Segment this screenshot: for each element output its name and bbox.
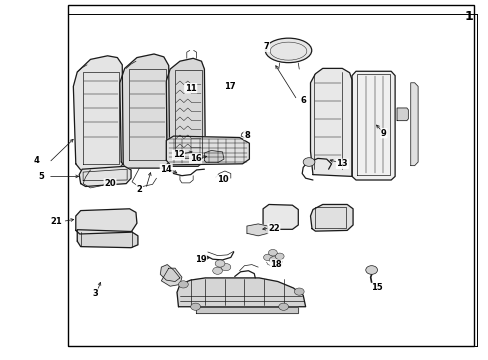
Text: 14: 14 <box>160 165 172 174</box>
Text: 17: 17 <box>224 82 235 91</box>
Polygon shape <box>79 166 131 186</box>
Text: 20: 20 <box>104 179 116 188</box>
Polygon shape <box>76 209 137 234</box>
Circle shape <box>215 260 224 267</box>
Polygon shape <box>166 136 249 165</box>
Text: 7: 7 <box>263 42 269 51</box>
Circle shape <box>268 249 277 256</box>
Circle shape <box>278 303 288 310</box>
Text: 6: 6 <box>300 96 305 105</box>
Polygon shape <box>310 204 352 231</box>
Circle shape <box>269 257 278 263</box>
Text: 10: 10 <box>216 175 228 184</box>
Circle shape <box>190 303 200 310</box>
Ellipse shape <box>264 38 311 63</box>
Polygon shape <box>177 278 305 307</box>
Text: 13: 13 <box>336 159 347 168</box>
Text: 9: 9 <box>380 129 386 138</box>
Circle shape <box>303 158 314 166</box>
Text: 8: 8 <box>244 130 249 139</box>
Polygon shape <box>204 150 224 163</box>
Polygon shape <box>77 230 138 248</box>
Polygon shape <box>160 265 180 282</box>
Text: 3: 3 <box>92 289 98 298</box>
Polygon shape <box>396 108 407 121</box>
Text: 4: 4 <box>34 156 40 165</box>
Polygon shape <box>73 56 123 170</box>
Text: 12: 12 <box>172 150 184 159</box>
Polygon shape <box>246 224 267 236</box>
Polygon shape <box>351 71 394 180</box>
Polygon shape <box>195 307 298 313</box>
Polygon shape <box>310 68 351 176</box>
Polygon shape <box>120 54 169 168</box>
Text: 1: 1 <box>463 10 472 23</box>
Circle shape <box>365 266 377 274</box>
Polygon shape <box>263 204 298 229</box>
Polygon shape <box>161 268 182 286</box>
Text: 18: 18 <box>270 260 282 269</box>
Circle shape <box>275 253 284 260</box>
Text: 2: 2 <box>136 184 142 194</box>
Circle shape <box>294 288 304 295</box>
Text: 11: 11 <box>184 84 196 93</box>
Text: 19: 19 <box>194 255 206 264</box>
Circle shape <box>212 267 222 274</box>
Polygon shape <box>166 58 205 166</box>
Bar <box>68 5 473 346</box>
Text: 5: 5 <box>39 172 44 181</box>
Circle shape <box>178 281 188 288</box>
Text: 16: 16 <box>189 154 201 163</box>
Polygon shape <box>410 83 417 166</box>
Text: 21: 21 <box>50 217 62 226</box>
Text: 22: 22 <box>267 224 279 233</box>
Text: 15: 15 <box>370 284 382 292</box>
Circle shape <box>221 264 230 271</box>
Circle shape <box>263 254 272 261</box>
